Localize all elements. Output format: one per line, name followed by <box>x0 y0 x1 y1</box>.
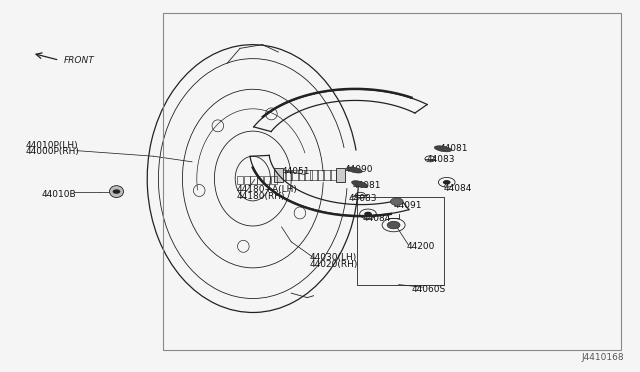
Text: 44081: 44081 <box>353 182 381 190</box>
Circle shape <box>443 180 451 185</box>
Ellipse shape <box>351 181 368 187</box>
Text: 44000P(RH): 44000P(RH) <box>26 147 79 156</box>
Bar <box>257 176 264 184</box>
Ellipse shape <box>109 186 124 198</box>
Bar <box>274 168 283 182</box>
Bar <box>264 176 270 184</box>
Text: 44010B: 44010B <box>42 190 76 199</box>
Text: 44090: 44090 <box>344 165 373 174</box>
Bar <box>304 170 312 180</box>
Text: 44010P(LH): 44010P(LH) <box>26 141 78 150</box>
Text: 44051: 44051 <box>282 167 310 176</box>
Bar <box>278 170 286 180</box>
Text: 44180+A(LH): 44180+A(LH) <box>237 185 298 194</box>
Text: 44083: 44083 <box>427 155 456 164</box>
Bar <box>323 170 331 180</box>
Bar <box>237 176 243 184</box>
Text: 44084: 44084 <box>444 185 472 193</box>
Bar <box>357 197 444 285</box>
Circle shape <box>364 212 372 216</box>
Bar <box>271 176 277 184</box>
Circle shape <box>113 189 120 194</box>
Bar <box>298 170 305 180</box>
Bar <box>291 170 299 180</box>
Text: 44083: 44083 <box>349 194 378 203</box>
Bar <box>163 13 621 350</box>
Text: 44200: 44200 <box>407 242 435 251</box>
Bar <box>317 170 324 180</box>
Circle shape <box>387 221 400 229</box>
Bar <box>330 170 337 180</box>
Circle shape <box>390 198 403 205</box>
Bar <box>285 170 292 180</box>
Text: J4410168: J4410168 <box>581 353 624 362</box>
Text: 44060S: 44060S <box>412 285 446 294</box>
Text: 44081: 44081 <box>440 144 468 153</box>
Ellipse shape <box>347 167 362 173</box>
Ellipse shape <box>435 146 451 152</box>
Text: FRONT: FRONT <box>64 56 95 65</box>
Text: 44030(LH): 44030(LH) <box>310 253 357 262</box>
Bar <box>336 168 345 182</box>
Text: 44084: 44084 <box>362 214 390 223</box>
Text: 44091: 44091 <box>394 201 422 210</box>
Bar <box>336 170 344 180</box>
Bar <box>244 176 250 184</box>
Bar <box>250 176 257 184</box>
Text: 44180(RH): 44180(RH) <box>237 192 285 201</box>
Text: 44020(RH): 44020(RH) <box>310 260 358 269</box>
Bar <box>310 170 318 180</box>
